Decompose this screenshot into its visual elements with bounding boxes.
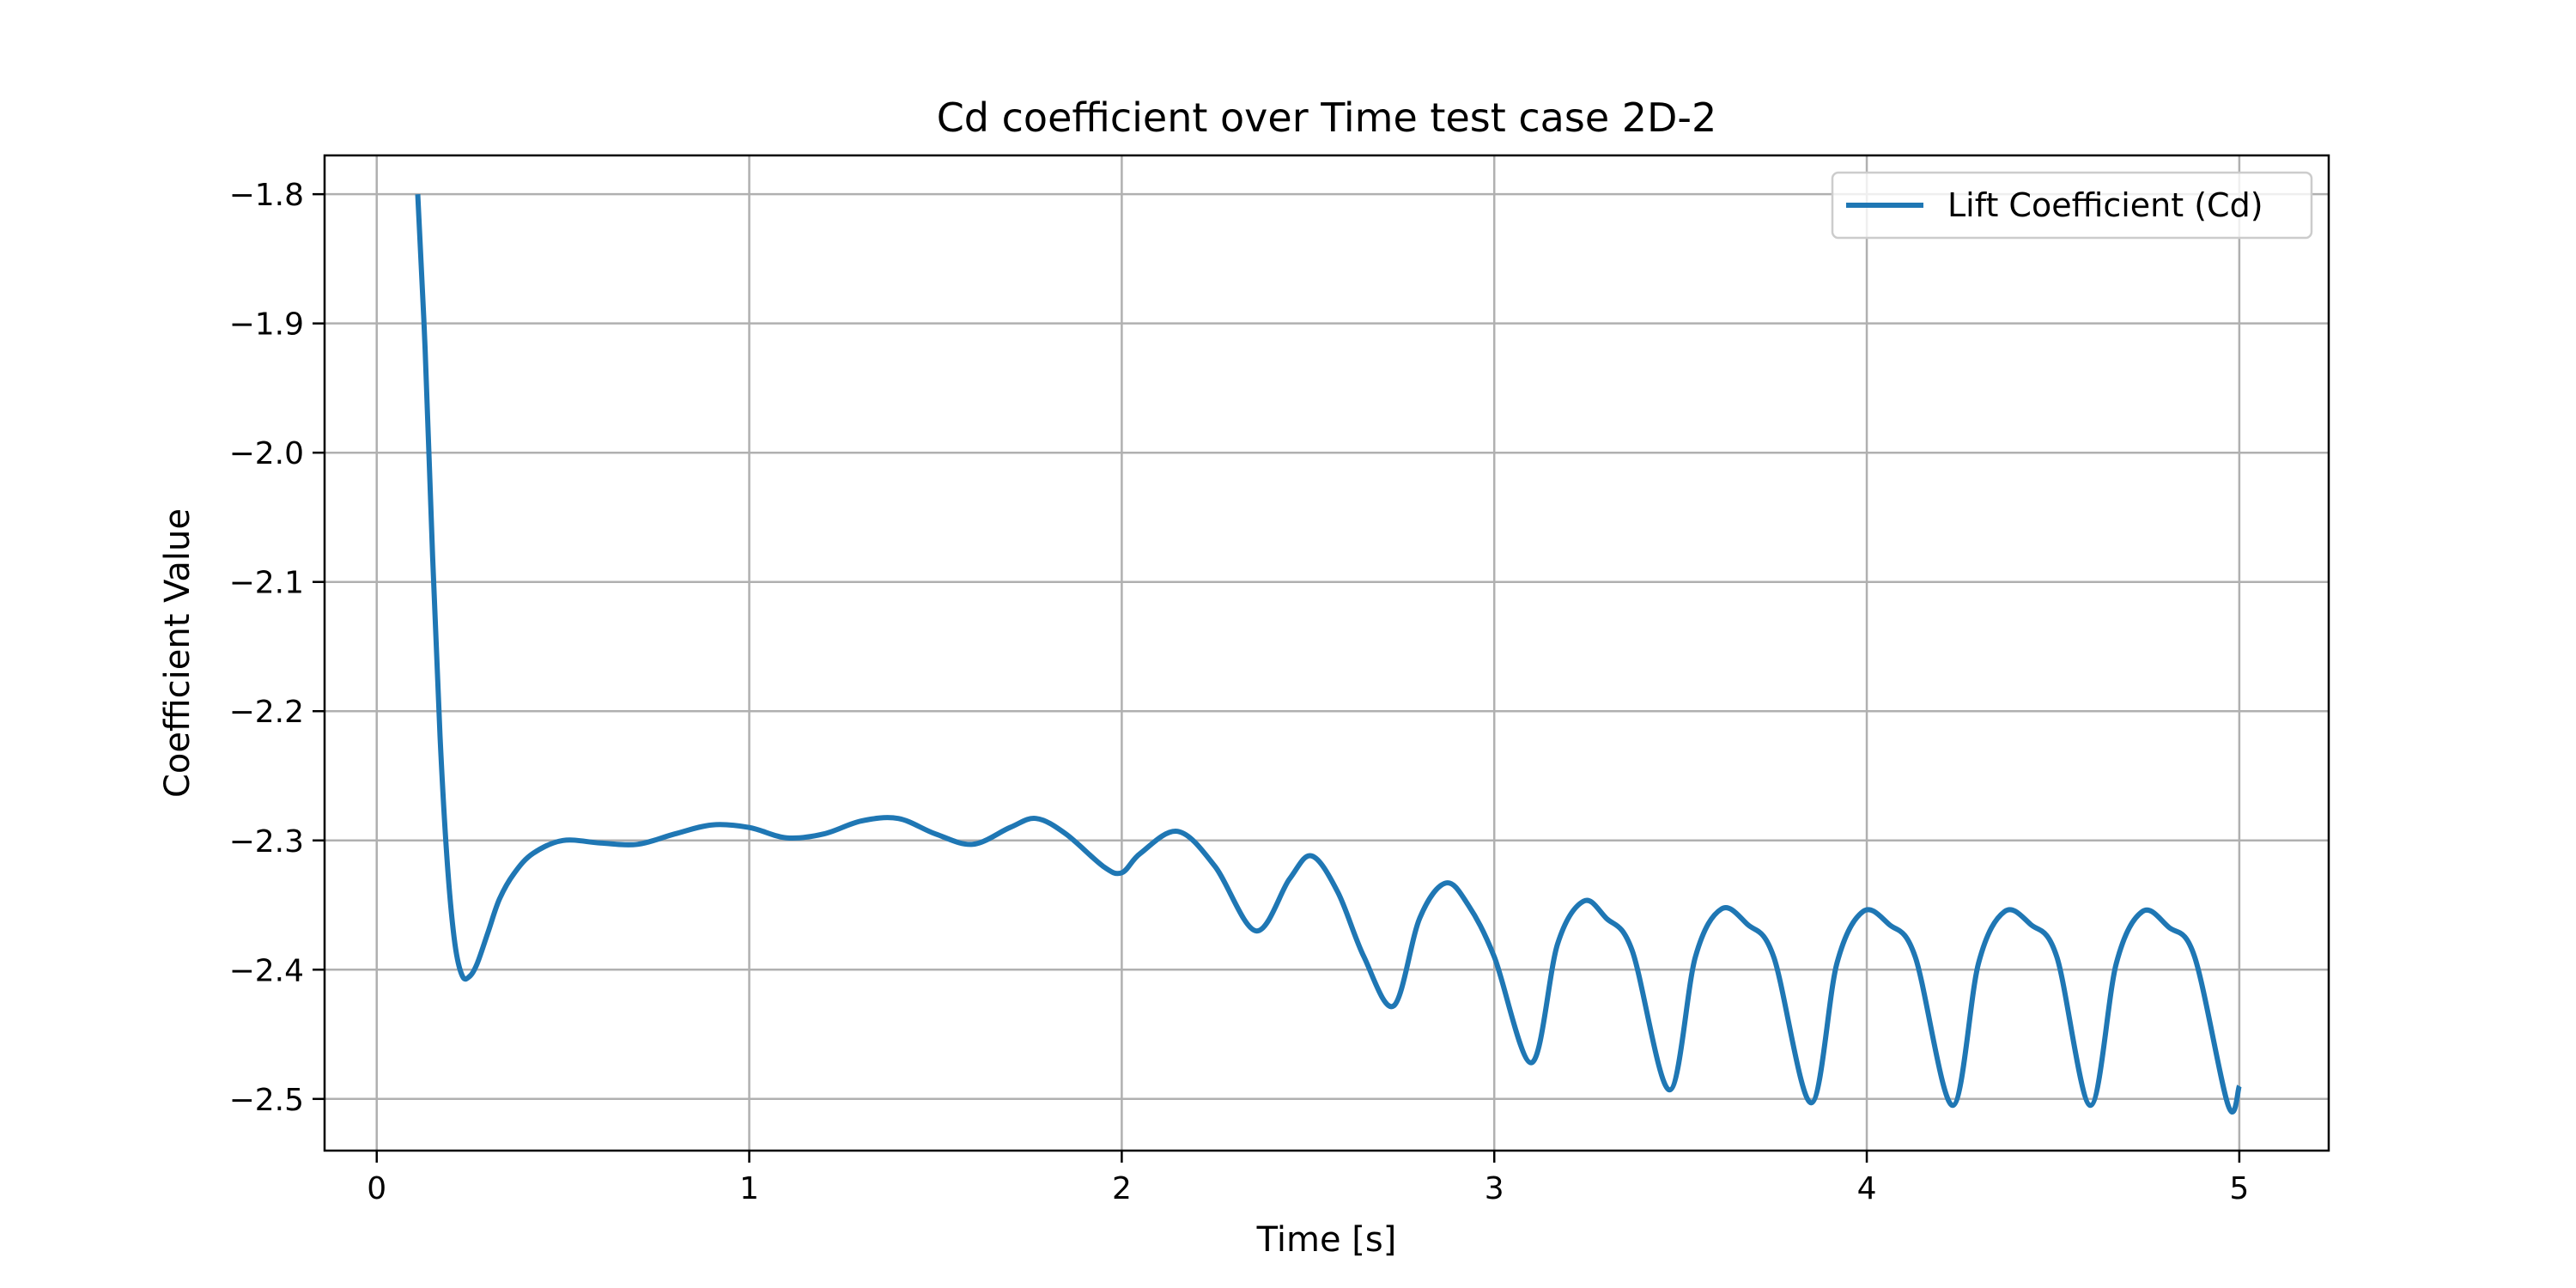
y-axis: −1.8 −1.9 −2.0 −2.1 −2.2 −2.3 −2.4 −2.5 bbox=[229, 178, 325, 1118]
x-tick-label: 3 bbox=[1485, 1171, 1504, 1206]
x-tick-label: 4 bbox=[1857, 1171, 1877, 1206]
legend-entry-label: Lift Coefficient (Cd) bbox=[1947, 186, 2263, 224]
x-axis-label: Time [s] bbox=[1256, 1220, 1397, 1260]
y-tick-label: −2.4 bbox=[229, 953, 304, 988]
y-tick-label: −2.1 bbox=[229, 566, 304, 601]
chart-title: Cd coefficient over Time test case 2D-2 bbox=[937, 94, 1717, 141]
y-tick-label: −2.2 bbox=[229, 695, 304, 730]
series-layer bbox=[415, 194, 2242, 1115]
legend: Lift Coefficient (Cd) bbox=[1831, 171, 2313, 240]
plot-frame bbox=[323, 154, 2330, 1152]
y-tick-label: −1.9 bbox=[229, 307, 304, 343]
x-tick-label: 2 bbox=[1112, 1171, 1132, 1206]
x-axis: 0 1 2 3 4 5 bbox=[367, 1151, 2249, 1206]
y-axis-label: Coefficient Value bbox=[158, 508, 197, 798]
x-tick-label: 1 bbox=[739, 1171, 759, 1206]
y-tick-label: −2.5 bbox=[229, 1083, 304, 1118]
legend-box bbox=[1831, 171, 2313, 240]
x-tick-label: 5 bbox=[2229, 1171, 2249, 1206]
y-tick-label: −2.3 bbox=[229, 824, 304, 860]
y-tick-label: −1.8 bbox=[229, 178, 304, 213]
x-tick-label: 0 bbox=[367, 1171, 386, 1206]
series-line-lift-coefficient bbox=[415, 194, 2242, 1115]
y-tick-label: −2.0 bbox=[229, 436, 304, 471]
